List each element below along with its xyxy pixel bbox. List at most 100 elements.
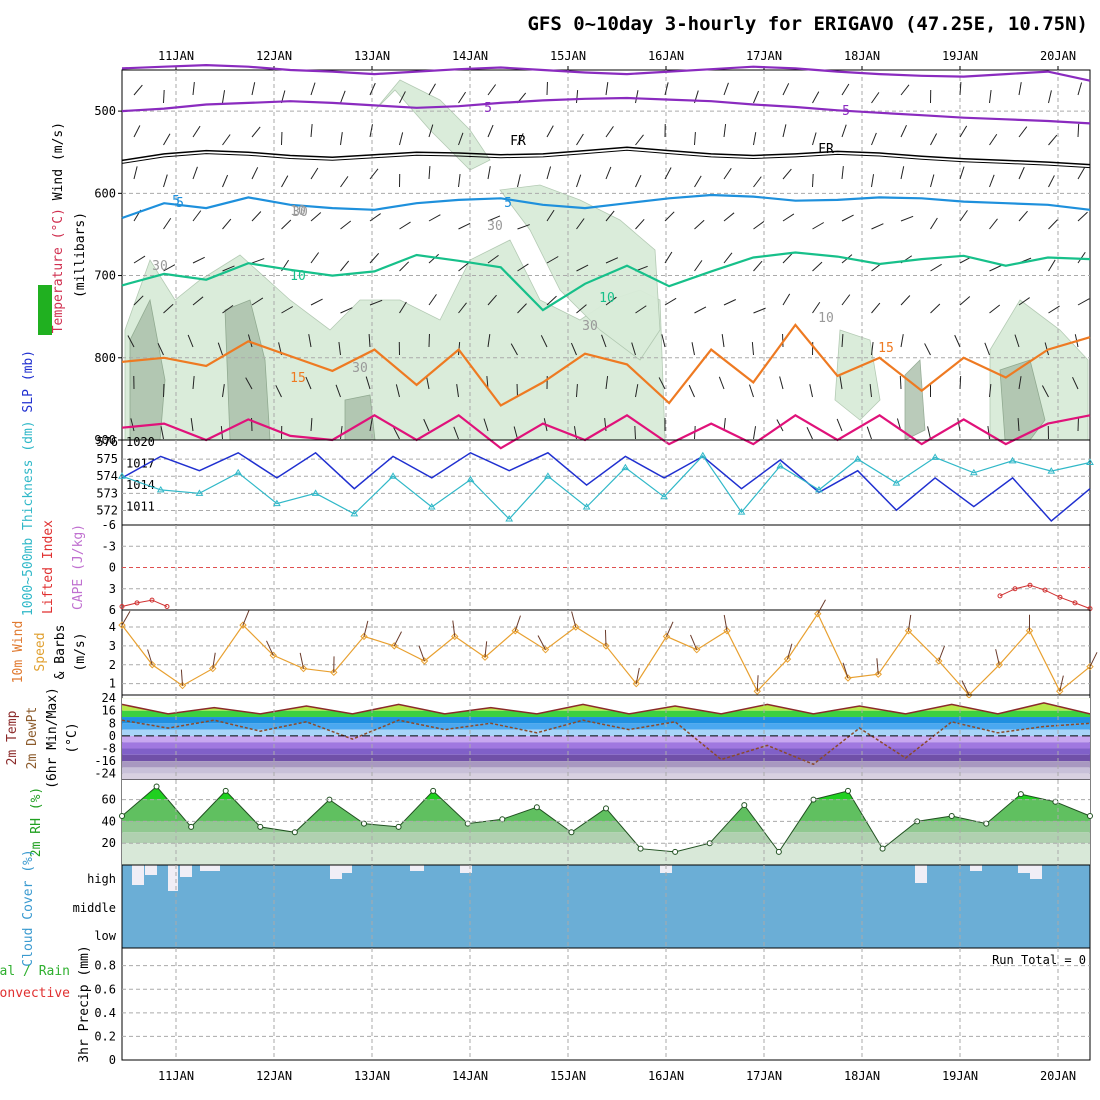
wind-barb [517, 174, 521, 188]
wind-barb [546, 166, 552, 180]
li-point [149, 597, 155, 603]
wind-barb [399, 301, 407, 314]
wind10-barb [938, 645, 945, 662]
wind10-point [783, 655, 792, 663]
precip-tick-3: 0.6 [94, 982, 116, 996]
contour-label-6: 10 [290, 269, 306, 284]
upper-air-axis-label: RH (%) Temperature (°C) Wind (m/s) [51, 122, 66, 388]
rh-dark-3 [999, 359, 1046, 441]
x-tick-top-5: 16JAN [648, 49, 684, 63]
rh-point [430, 787, 437, 794]
wind-barb [281, 306, 294, 314]
contour-label-13: 15 [878, 341, 894, 356]
thickness-point [815, 485, 823, 493]
wind10-barb [666, 621, 674, 637]
x-tick-top-2: 13JAN [354, 49, 390, 63]
wind-barb [900, 295, 911, 306]
wind-barb [601, 334, 607, 348]
wind10-barb [756, 675, 759, 692]
wind-barb [635, 219, 645, 230]
wind-barb [487, 254, 499, 264]
rh-tick-1: 40 [102, 814, 116, 828]
li-tick-1: -3 [102, 539, 116, 553]
wind-barb [1018, 297, 1030, 306]
temp-band-4 [122, 729, 1090, 736]
wind-barb [635, 134, 644, 146]
wind-barb [869, 384, 872, 398]
wind-barb [340, 90, 346, 104]
wind-barb [900, 215, 914, 222]
wind-barb [251, 126, 261, 138]
wind-barb [605, 376, 609, 390]
wind-barb [753, 90, 760, 104]
wind-barb [487, 334, 491, 348]
x-tick-top-6: 17JAN [746, 49, 782, 63]
wind-barb [393, 427, 400, 440]
wind-barb [395, 384, 400, 398]
temp-axis-label-2: (6hr Min/Max) [45, 687, 60, 789]
wind-barb [1018, 210, 1028, 222]
cloud-gap-11 [970, 865, 982, 871]
rh-band-4 [122, 843, 1090, 865]
thickness-point [582, 503, 591, 510]
wind-barb [399, 261, 410, 272]
wind-barb [133, 84, 143, 96]
cloud-gap-3 [180, 865, 192, 877]
wind-tick-2: 3 [109, 639, 116, 653]
wind-barb [694, 306, 707, 314]
wind-barb [310, 252, 320, 264]
wind-barb [718, 376, 725, 390]
wind-axis-label-3: (m/s) [73, 632, 88, 671]
wind-barb [458, 91, 466, 104]
thickness-point [931, 453, 940, 460]
wind-barb [310, 212, 322, 222]
slp-tick-2: 1014 [126, 478, 155, 492]
upper-air-ytick-3: 800 [94, 351, 116, 365]
precip-panel-frame [121, 947, 1091, 1061]
wind-barb [192, 296, 204, 306]
wind-barb [635, 305, 647, 314]
wind10-point [148, 661, 156, 669]
x-tick-top-0: 11JAN [158, 49, 194, 63]
wind-label-g: (m/s) [73, 632, 88, 671]
rh-point [395, 823, 402, 830]
thickness-point [311, 489, 320, 496]
x-tick-bottom-8: 19JAN [942, 1069, 978, 1083]
x-tick-top-1: 12JAN [256, 49, 292, 63]
rh-point [222, 787, 229, 794]
wind-barb [782, 293, 791, 306]
wind-barb [222, 265, 235, 272]
rh-point [948, 812, 955, 819]
wind-barb [222, 218, 232, 230]
chart-title: GFS 0~10day 3-hourly for ERIGAVO (47.25E… [527, 13, 1088, 35]
wind10-barb [571, 611, 577, 628]
x-tick-bottom-5: 16JAN [648, 1069, 684, 1083]
wind10-point [1025, 627, 1034, 635]
wind-barb [664, 297, 677, 306]
wind-barb [841, 294, 851, 306]
temp-band-11 [122, 773, 1090, 780]
wind-barb [540, 335, 548, 348]
x-tick-bottom-9: 20JAN [1040, 1069, 1076, 1083]
contour-label-16: 30 [292, 205, 308, 220]
rh-point [845, 787, 851, 794]
wind-barb [866, 426, 872, 440]
wind-barb [428, 214, 441, 222]
wind10-barb [180, 669, 183, 686]
wind-barb [127, 335, 135, 348]
wind-barb [723, 299, 736, 306]
wind10-line [121, 612, 1091, 696]
contour-teal-4 [121, 251, 1091, 312]
slp-tick-3: 1011 [126, 500, 155, 514]
wind-barb [310, 167, 319, 180]
wind-barb [605, 126, 614, 138]
wind10-point [330, 668, 338, 677]
wind-barb [251, 82, 256, 96]
thickness-tick-2: 574 [96, 469, 118, 483]
wind-barb [989, 133, 998, 146]
li-point [164, 603, 170, 609]
temp-label-g: (°C) [65, 722, 80, 753]
li-point [1042, 587, 1048, 593]
wind-barb [930, 263, 942, 272]
